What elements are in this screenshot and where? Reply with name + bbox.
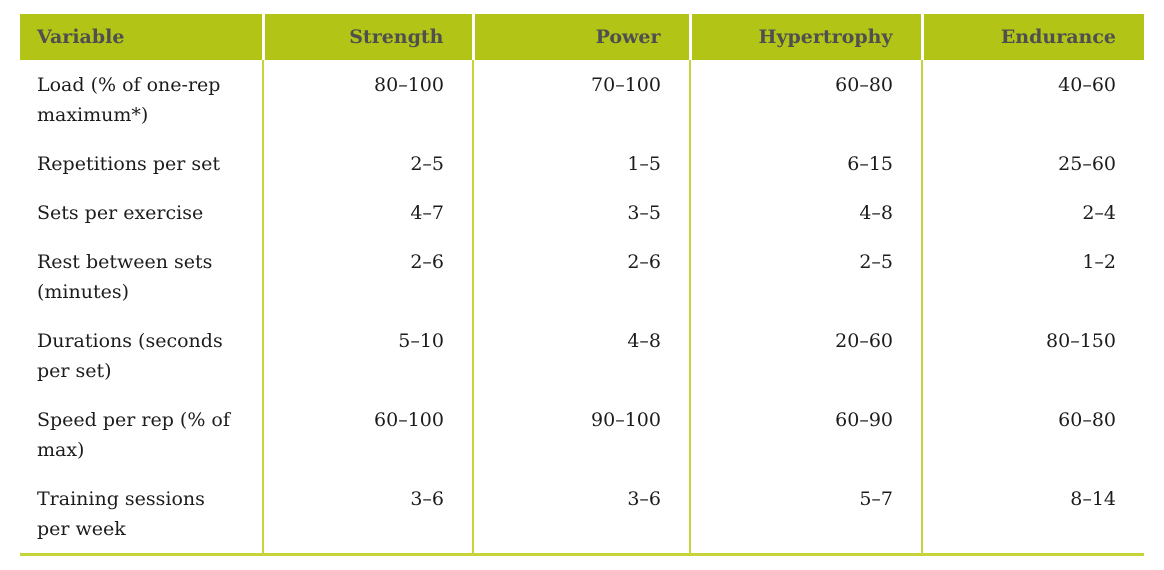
cell-hypertrophy: 2–5: [689, 237, 922, 316]
table-header-row: Variable Strength Power Hypertrophy Endu…: [20, 14, 1144, 60]
cell-hypertrophy: 20–60: [689, 316, 922, 395]
cell-strength: 60–100: [262, 395, 473, 474]
cell-power: 70–100: [472, 60, 690, 139]
cell-power: 1–5: [472, 139, 690, 188]
row-label: Repetitions per set: [37, 153, 221, 175]
cell-hypertrophy: 5–7: [689, 474, 922, 556]
cell-strength: 4–7: [262, 188, 473, 237]
row-label: Rest between sets (minutes): [37, 251, 213, 303]
cell-strength: 2–5: [262, 139, 473, 188]
cell-endurance: 2–4: [921, 188, 1144, 237]
cell-endurance: 1–2: [921, 237, 1144, 316]
column-header-endurance: Endurance: [920, 14, 1144, 60]
row-label: Sets per exercise: [37, 202, 204, 224]
cell-endurance: 60–80: [921, 395, 1144, 474]
cell-power: 3–6: [472, 474, 690, 556]
table-row: Repetitions per set 2–5 1–5 6–15 25–60: [20, 139, 1144, 188]
table-body: Load (% of one-rep maximum*) 80–100 70–100…: [20, 60, 1144, 556]
table-row: Sets per exercise 4–7 3–5 4–8 2–4: [20, 188, 1144, 237]
cell-endurance: 8–14: [921, 474, 1144, 556]
cell-hypertrophy: 4–8: [689, 188, 922, 237]
row-label: Durations (seconds per set): [37, 330, 223, 382]
column-header-power: Power: [471, 14, 690, 60]
row-label: Training sessions per week: [20, 474, 263, 556]
table-row: Durations (seconds per set) 5–10 4–8 20–60 8…: [20, 316, 1144, 395]
training-variables-table-container: Variable Strength Power Hypertrophy Endu…: [20, 14, 1144, 556]
cell-power: 90–100: [472, 395, 690, 474]
cell-power: 2–6: [472, 237, 690, 316]
cell-hypertrophy: 60–80: [689, 60, 922, 139]
cell-strength: 5–10: [262, 316, 473, 395]
cell-endurance: 25–60: [921, 139, 1144, 188]
cell-strength: 80–100: [262, 60, 473, 139]
cell-hypertrophy: 60–90: [689, 395, 922, 474]
cell-endurance: 80–150: [921, 316, 1144, 395]
table-row: Training sessions per week 3–6 3–6 5–7 8–14: [20, 474, 1144, 556]
table-row: Load (% of one-rep maximum*) 80–100 70–100…: [20, 60, 1144, 139]
cell-endurance: 40–60: [921, 60, 1144, 139]
table-row: Rest between sets (minutes) 2–6 2–6 2–5 1–2: [20, 237, 1144, 316]
column-header-hypertrophy: Hypertrophy: [688, 14, 922, 60]
cell-power: 3–5: [472, 188, 690, 237]
cell-power: 4–8: [472, 316, 690, 395]
table-row: Speed per rep (% of max) 60–100 90–100 60–9…: [20, 395, 1144, 474]
cell-hypertrophy: 6–15: [689, 139, 922, 188]
cell-strength: 2–6: [262, 237, 473, 316]
row-label: Speed per rep (% of max): [37, 409, 230, 461]
column-header-variable: Variable: [20, 14, 263, 60]
cell-strength: 3–6: [262, 474, 473, 556]
column-header-strength: Strength: [261, 14, 473, 60]
row-label: Load (% of one-rep maximum*): [37, 74, 221, 126]
training-variables-table: Variable Strength Power Hypertrophy Endu…: [20, 14, 1144, 556]
